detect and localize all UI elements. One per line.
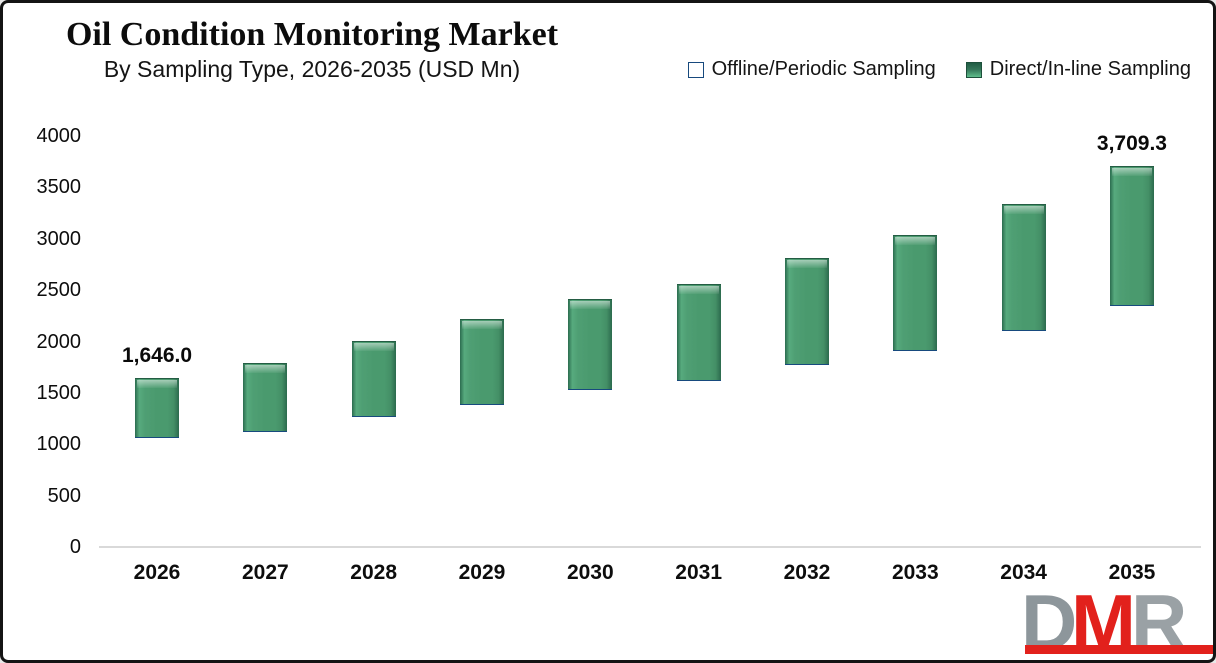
segment-direct-inline xyxy=(676,284,721,380)
chart-subtitle: By Sampling Type, 2026-2035 (USD Mn) xyxy=(103,56,521,82)
legend-label-offline: Offline/Periodic Sampling xyxy=(711,58,936,80)
legend-item-inline: Direct/In-line Sampling xyxy=(965,58,1191,81)
legend: Offline/Periodic Sampling Direct/In-line… xyxy=(687,58,1191,81)
x-tick-label-2034: 2034 xyxy=(1000,561,1047,584)
stacked-bar-2026 xyxy=(135,377,179,547)
y-tick-label: 1000 xyxy=(36,433,82,456)
segment-direct-inline xyxy=(568,299,613,390)
x-tick-label-2026: 2026 xyxy=(133,561,181,584)
y-tick-label: 500 xyxy=(47,484,81,507)
segment-direct-inline xyxy=(351,340,396,417)
stacked-bar-2029 xyxy=(459,318,504,547)
chart-title: Oil Condition Monitoring Market xyxy=(65,16,559,53)
dmr-logo: D M R xyxy=(1013,583,1213,660)
segment-offline-periodic xyxy=(459,404,504,547)
x-tick-label-2028: 2028 xyxy=(350,561,398,584)
segment-offline-periodic xyxy=(893,349,938,547)
stacked-bar-2035 xyxy=(1109,165,1154,547)
segment-offline-periodic xyxy=(243,431,288,547)
segment-direct-inline xyxy=(1109,165,1154,305)
x-tick-label-2033: 2033 xyxy=(891,561,939,584)
x-axis-line xyxy=(99,546,1201,548)
x-tick-label-2031: 2031 xyxy=(675,561,722,584)
legend-item-offline: Offline/Periodic Sampling xyxy=(687,58,936,81)
legend-swatch-offline-icon xyxy=(687,61,704,78)
legend-label-inline: Direct/In-line Sampling xyxy=(989,58,1191,80)
y-tick-label: 2000 xyxy=(36,330,82,353)
segment-direct-inline xyxy=(459,318,504,405)
segment-direct-inline xyxy=(243,363,288,432)
stacked-bar-2033 xyxy=(893,235,938,547)
stacked-bar-2030 xyxy=(568,299,613,547)
chart-header: Oil Condition Monitoring Market By Sampl… xyxy=(36,15,588,83)
segment-direct-inline xyxy=(135,377,179,438)
stacked-bar-2032 xyxy=(784,258,829,547)
segment-offline-periodic xyxy=(1001,329,1046,547)
segment-offline-periodic xyxy=(568,389,613,547)
x-tick-label-2032: 2032 xyxy=(783,561,831,584)
y-tick-label: 1500 xyxy=(36,381,82,404)
segment-offline-periodic xyxy=(676,379,721,547)
stacked-bar-2028 xyxy=(351,340,396,547)
segment-offline-periodic xyxy=(784,363,829,547)
x-tick-label-2030: 2030 xyxy=(566,561,614,584)
y-tick-label: 0 xyxy=(69,536,81,558)
bar-value-label-2026: 1,646.0 xyxy=(121,343,193,367)
logo-underline-bar xyxy=(1025,645,1213,654)
segment-direct-inline xyxy=(1001,203,1046,330)
y-tick-label: 3500 xyxy=(36,176,82,199)
bar-value-label-2035: 3,709.3 xyxy=(1096,131,1167,155)
legend-swatch-inline-icon xyxy=(965,61,982,78)
x-tick-label-2029: 2029 xyxy=(458,561,506,584)
segment-direct-inline xyxy=(784,258,829,364)
stacked-bar-2031 xyxy=(676,284,721,547)
plot-area: 0 500 1000 1500 2000 2500 3000 3500 4000 2026 202… xyxy=(3,3,1213,660)
stacked-bar-2034 xyxy=(1001,203,1046,547)
x-tick-label-2035: 2035 xyxy=(1108,561,1156,584)
segment-offline-periodic xyxy=(135,437,179,547)
y-tick-label: 3000 xyxy=(36,227,82,250)
y-tick-label: 4000 xyxy=(36,125,82,147)
segment-direct-inline xyxy=(893,235,938,350)
segment-offline-periodic xyxy=(1109,304,1154,547)
y-tick-label: 2500 xyxy=(36,279,82,302)
stacked-bar-2027 xyxy=(243,363,288,547)
x-tick-label-2027: 2027 xyxy=(241,561,289,584)
segment-offline-periodic xyxy=(351,416,396,546)
